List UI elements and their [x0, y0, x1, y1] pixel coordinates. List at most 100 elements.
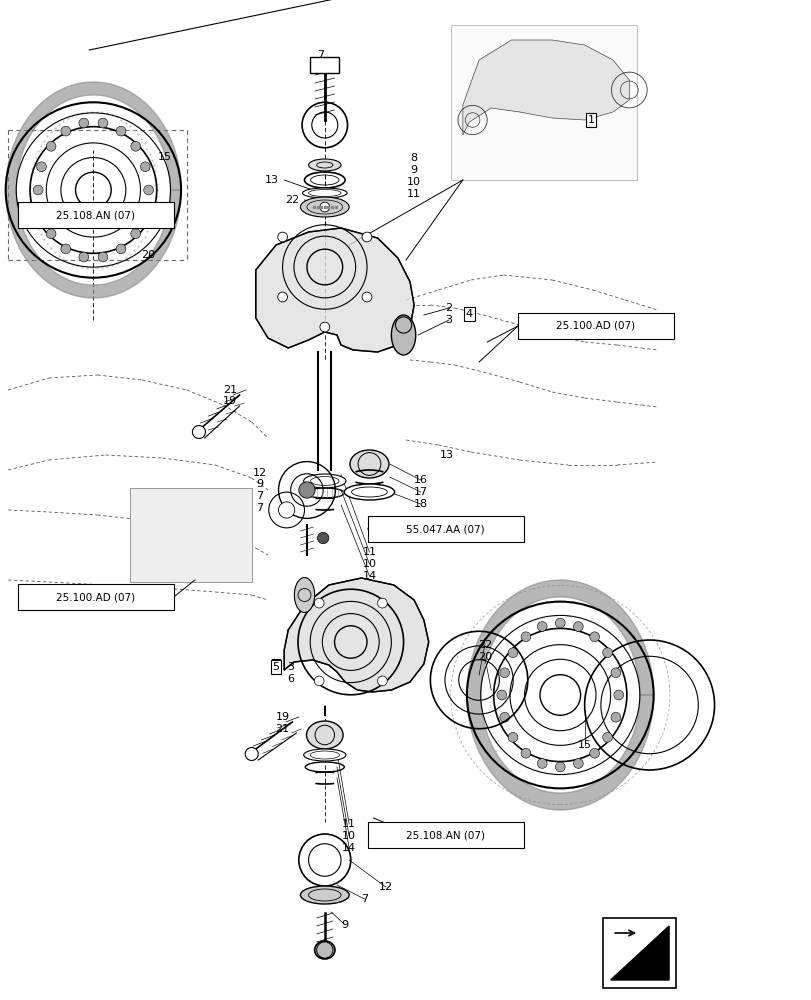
Circle shape [144, 185, 153, 195]
Circle shape [61, 126, 71, 136]
Circle shape [362, 292, 371, 302]
Text: 25.100.AD (07): 25.100.AD (07) [56, 592, 135, 602]
Ellipse shape [302, 188, 346, 198]
Circle shape [33, 185, 43, 195]
Text: 25.108.AN (07): 25.108.AN (07) [406, 830, 485, 840]
Circle shape [610, 668, 620, 678]
Text: 22: 22 [285, 195, 299, 205]
Text: 8: 8 [410, 153, 417, 163]
Circle shape [317, 532, 328, 544]
Circle shape [192, 426, 205, 438]
Text: 5: 5 [272, 662, 279, 672]
Circle shape [500, 712, 509, 722]
Text: 9: 9 [341, 920, 348, 930]
Circle shape [555, 618, 564, 628]
Circle shape [377, 676, 387, 686]
Circle shape [298, 482, 315, 498]
Text: 15: 15 [577, 740, 591, 750]
Bar [367, 516, 523, 542]
Text: 22: 22 [477, 640, 491, 650]
Circle shape [314, 598, 324, 608]
Bar [272, 659, 280, 673]
Text: 3: 3 [445, 315, 452, 325]
Text: 12: 12 [252, 468, 267, 478]
Ellipse shape [391, 315, 415, 355]
Text: 6: 6 [287, 674, 294, 684]
Polygon shape [610, 926, 668, 980]
Circle shape [320, 322, 329, 332]
Ellipse shape [350, 450, 388, 478]
Circle shape [521, 632, 530, 642]
Circle shape [521, 748, 530, 758]
Text: 16: 16 [413, 475, 427, 485]
Polygon shape [6, 82, 181, 298]
Text: 20: 20 [477, 652, 491, 662]
Circle shape [245, 748, 258, 760]
Ellipse shape [303, 749, 345, 761]
Circle shape [46, 229, 56, 239]
Ellipse shape [300, 886, 349, 904]
Text: 7: 7 [256, 491, 263, 501]
Ellipse shape [314, 941, 334, 959]
Text: 2: 2 [445, 303, 452, 313]
Circle shape [98, 118, 108, 128]
Text: 11: 11 [362, 547, 376, 557]
Circle shape [613, 690, 623, 700]
Text: 14: 14 [362, 571, 376, 581]
Circle shape [36, 162, 46, 172]
Circle shape [46, 141, 56, 151]
Text: 55.047.AA (07): 55.047.AA (07) [406, 524, 484, 534]
Bar [367, 822, 523, 848]
Bar [450, 25, 637, 180]
Polygon shape [466, 580, 653, 810]
Circle shape [277, 232, 287, 242]
Text: 19: 19 [275, 712, 290, 722]
Circle shape [79, 252, 88, 262]
Bar [310, 57, 339, 73]
Text: 1: 1 [587, 115, 594, 125]
Ellipse shape [300, 197, 349, 217]
Ellipse shape [344, 484, 394, 500]
Circle shape [131, 141, 140, 151]
Circle shape [537, 622, 547, 631]
Text: 15: 15 [157, 152, 172, 162]
Circle shape [79, 118, 88, 128]
Circle shape [500, 668, 509, 678]
Bar [18, 202, 174, 228]
Circle shape [314, 676, 324, 686]
Text: 19: 19 [222, 396, 237, 406]
Bar [517, 313, 673, 339]
Text: 9: 9 [410, 165, 417, 175]
Text: 18: 18 [413, 499, 427, 509]
Text: 25.100.AD (07): 25.100.AD (07) [556, 321, 635, 331]
Text: 17: 17 [413, 487, 427, 497]
Text: 11: 11 [406, 189, 421, 199]
Circle shape [61, 244, 71, 254]
Bar [602, 918, 675, 988]
Text: 11: 11 [341, 819, 356, 829]
Text: 21: 21 [275, 724, 290, 734]
Text: 7: 7 [317, 50, 324, 60]
Bar [130, 488, 251, 582]
Circle shape [589, 632, 599, 642]
Text: 20: 20 [141, 250, 156, 260]
Ellipse shape [294, 578, 314, 612]
Circle shape [140, 162, 150, 172]
Circle shape [116, 126, 126, 136]
Circle shape [555, 762, 564, 772]
Circle shape [610, 712, 620, 722]
Circle shape [116, 244, 126, 254]
Circle shape [589, 748, 599, 758]
Ellipse shape [306, 721, 342, 749]
Circle shape [140, 208, 150, 218]
Circle shape [602, 732, 611, 742]
Circle shape [508, 648, 517, 658]
Polygon shape [462, 40, 629, 135]
Text: 10: 10 [406, 177, 421, 187]
Circle shape [573, 622, 582, 631]
Circle shape [537, 759, 547, 768]
Polygon shape [255, 228, 414, 352]
Text: 14: 14 [341, 843, 356, 853]
Circle shape [377, 598, 387, 608]
Text: 9: 9 [256, 479, 263, 489]
